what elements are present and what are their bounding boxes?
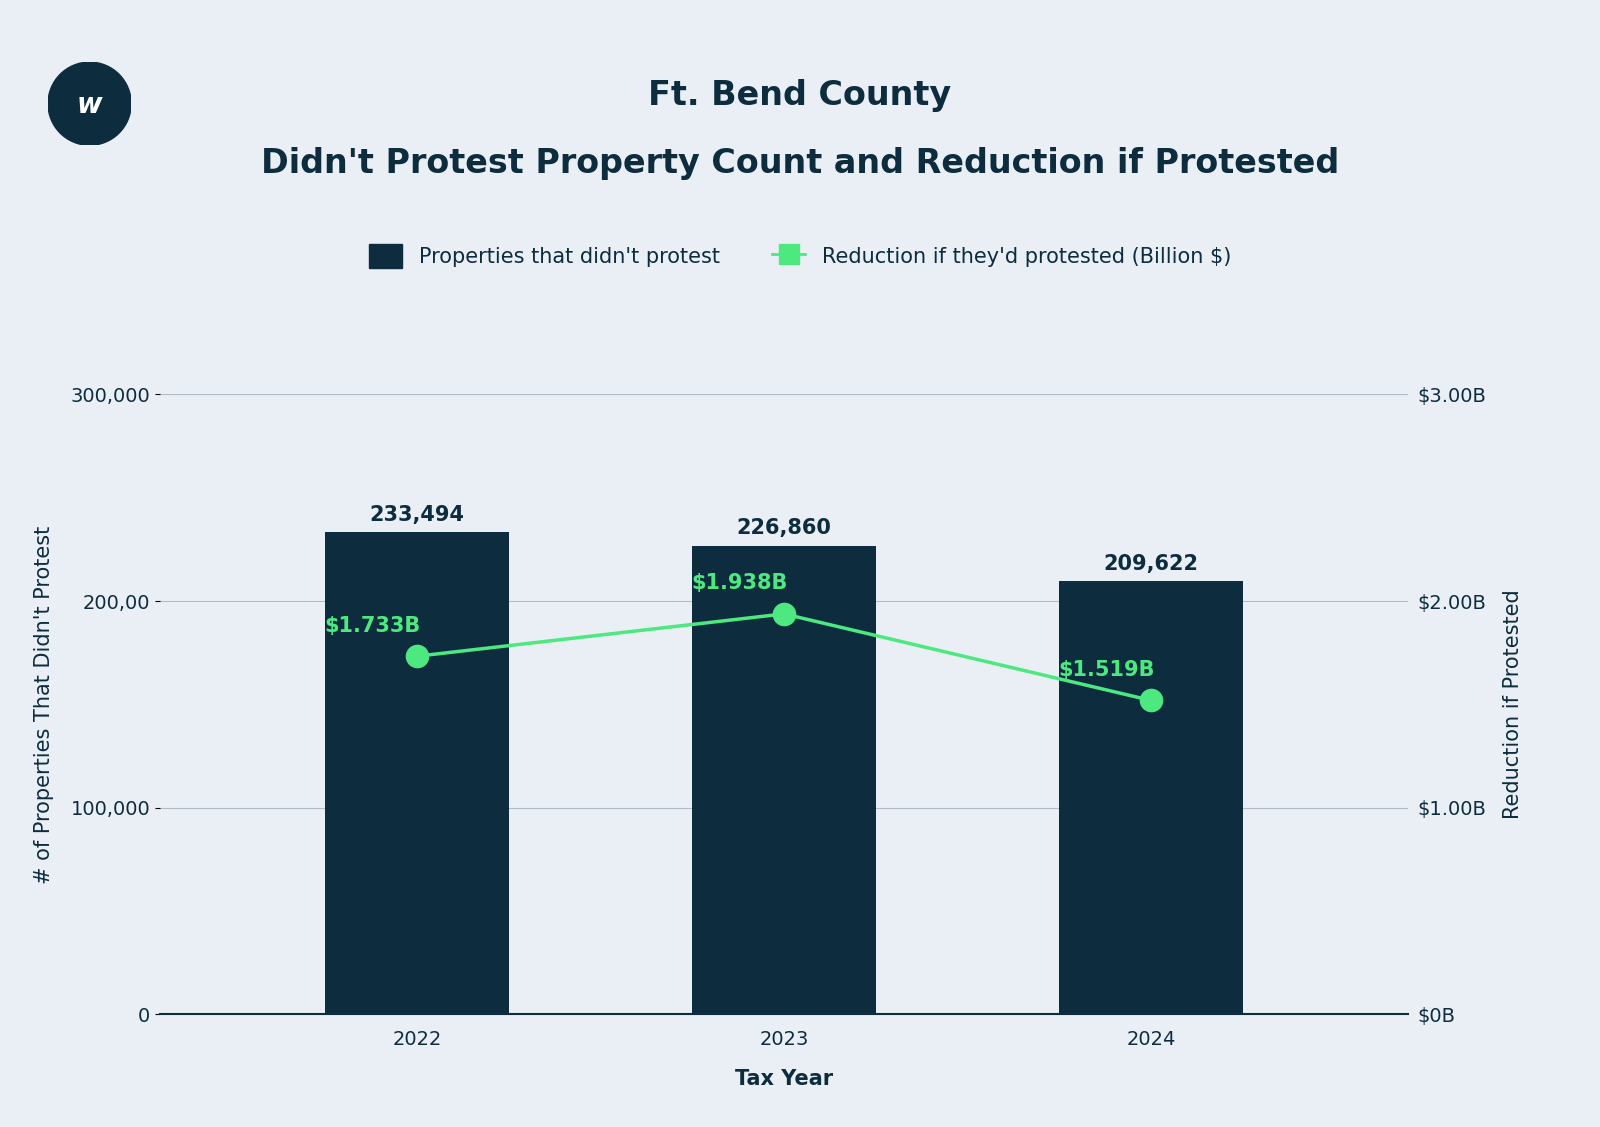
Circle shape <box>48 62 131 145</box>
Bar <box>693 545 875 1014</box>
Y-axis label: Reduction if Protested: Reduction if Protested <box>1504 589 1523 819</box>
Text: Didn't Protest Property Count and Reduction if Protested: Didn't Protest Property Count and Reduct… <box>261 147 1339 179</box>
Text: 233,494: 233,494 <box>370 505 464 525</box>
Bar <box>325 532 509 1014</box>
Text: w: w <box>77 91 102 119</box>
Legend: Properties that didn't protest, Reduction if they'd protested (Billion $): Properties that didn't protest, Reductio… <box>360 236 1240 276</box>
X-axis label: Tax Year: Tax Year <box>734 1068 834 1089</box>
Bar <box>1059 582 1243 1014</box>
Text: Ft. Bend County: Ft. Bend County <box>648 79 952 112</box>
Text: 209,622: 209,622 <box>1104 554 1198 574</box>
Text: $1.938B: $1.938B <box>691 574 789 593</box>
Text: $1.519B: $1.519B <box>1059 659 1155 680</box>
Text: $1.733B: $1.733B <box>325 615 421 636</box>
Text: 226,860: 226,860 <box>736 518 832 539</box>
Y-axis label: # of Properties That Didn't Protest: # of Properties That Didn't Protest <box>34 525 54 884</box>
